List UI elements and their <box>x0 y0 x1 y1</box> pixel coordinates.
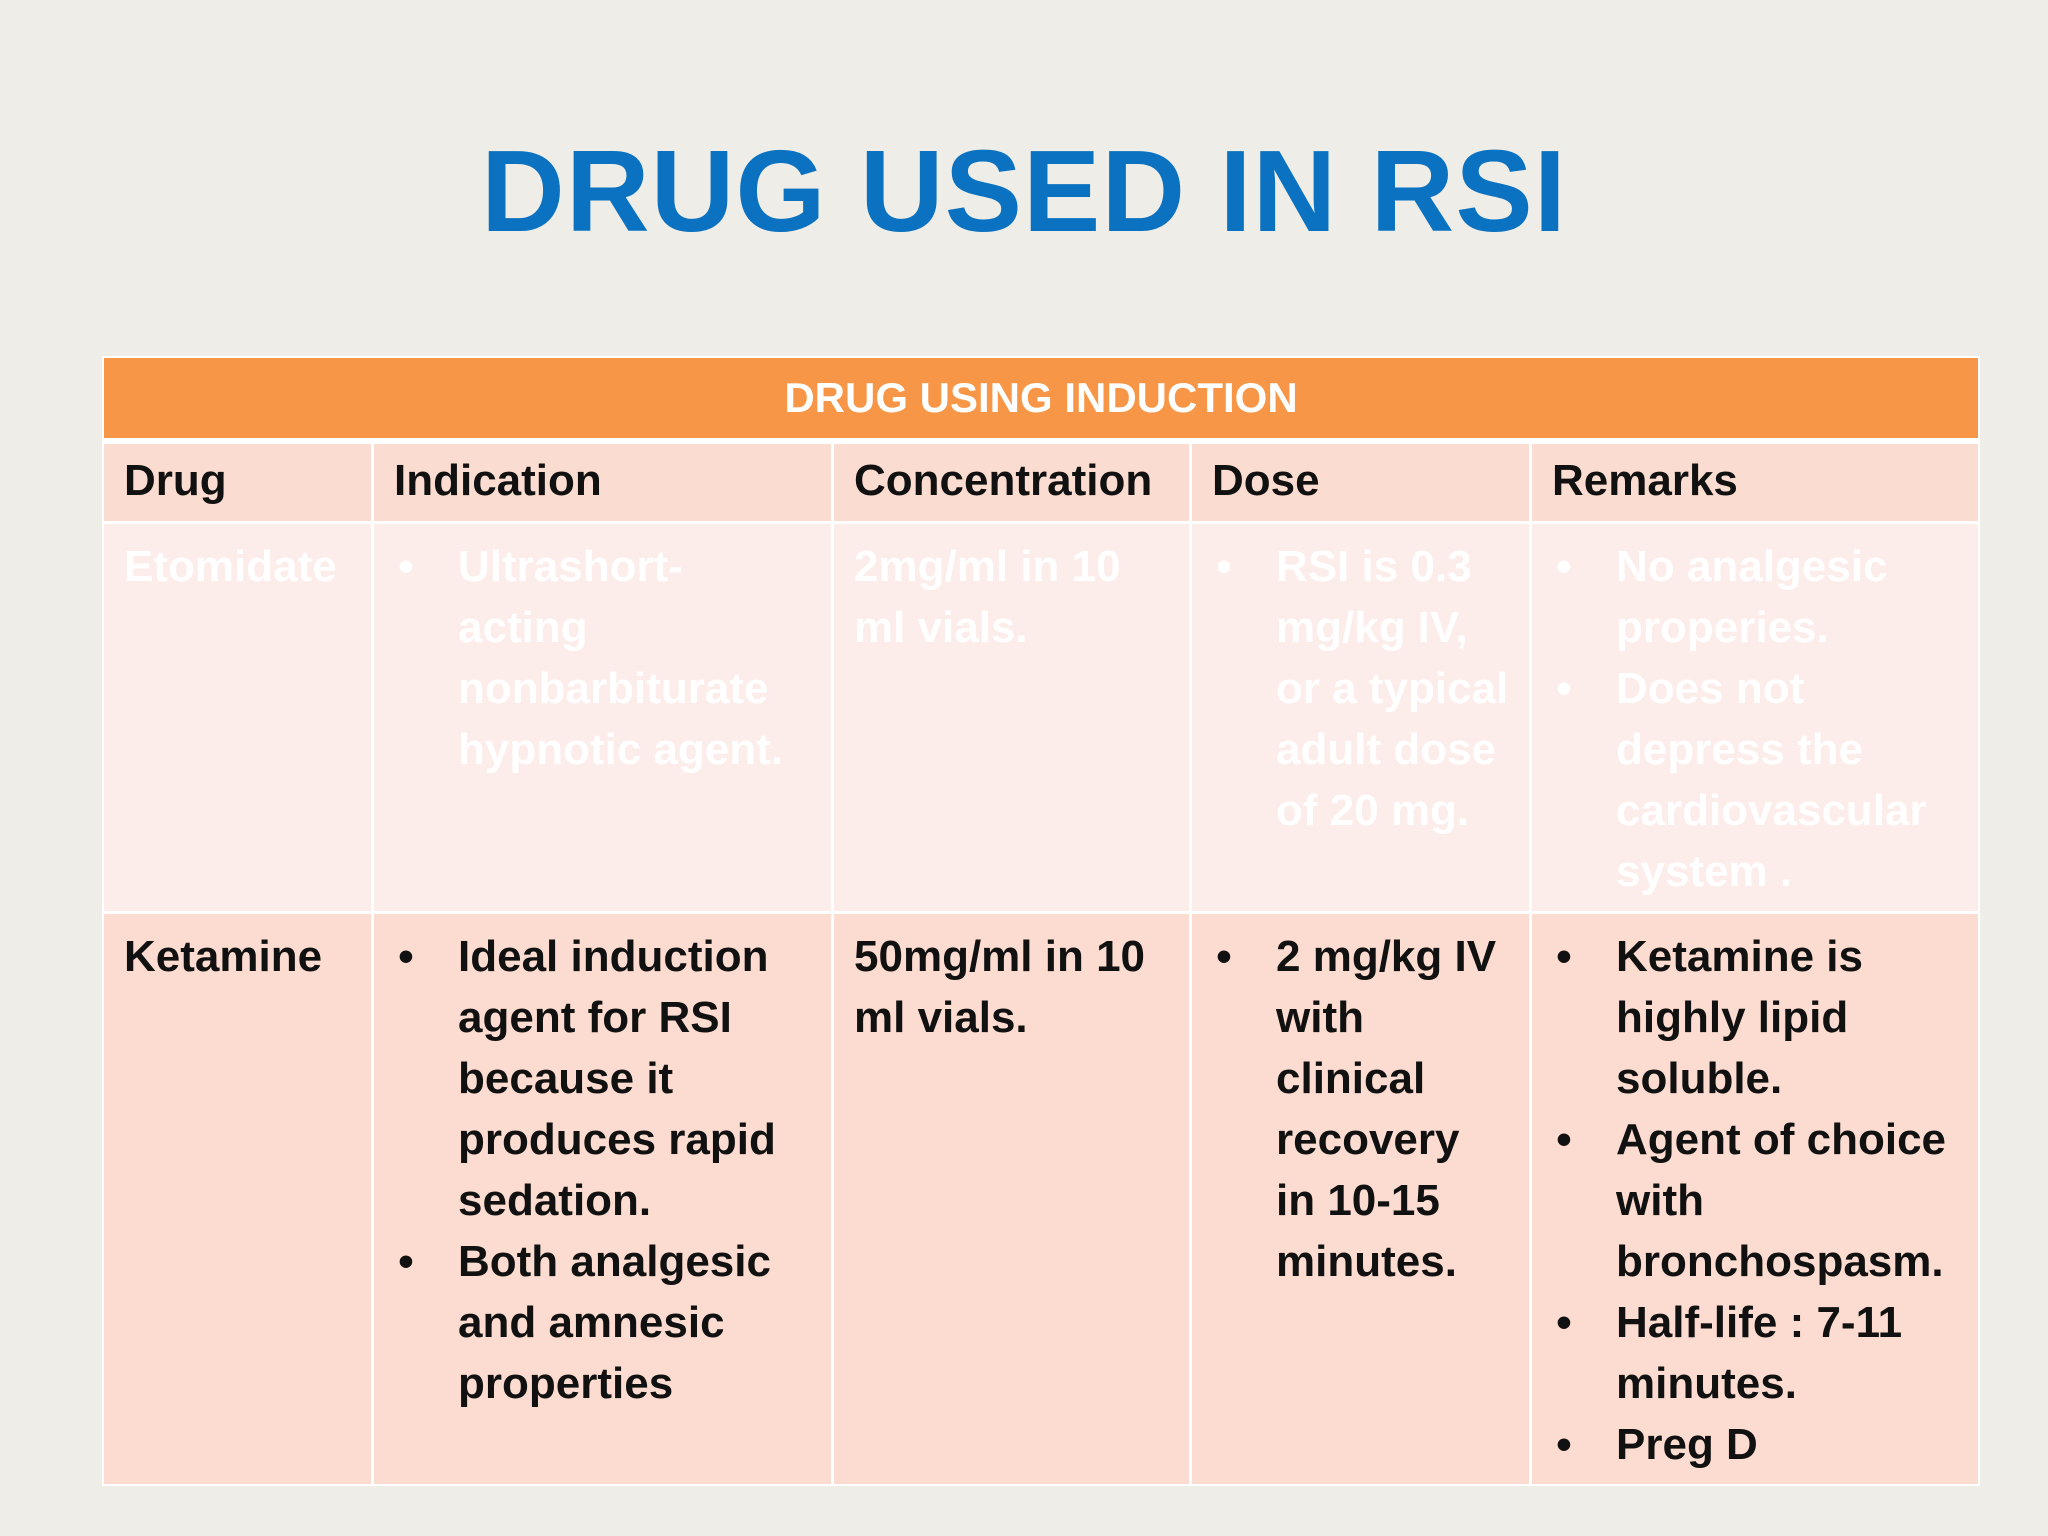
remarks-list: No analgesic properies. Does not depress… <box>1552 536 1958 902</box>
drug-name: Ketamine <box>104 914 374 1484</box>
remark-item: Half-life : 7-11 minutes. <box>1552 1292 1958 1414</box>
dose-cell: RSI is 0.3 mg/kg IV, or a typical adult … <box>1192 524 1532 914</box>
remarks-list: Ketamine is highly lipid soluble. Agent … <box>1552 926 1958 1475</box>
dose-list: 2 mg/kg IV with clinical recovery in 10-… <box>1212 926 1509 1292</box>
header-indication: Indication <box>374 444 834 524</box>
indication-item: Both analgesic and amnesic properties <box>394 1231 811 1414</box>
header-remarks: Remarks <box>1532 444 1978 524</box>
dose-cell: 2 mg/kg IV with clinical recovery in 10-… <box>1192 914 1532 1484</box>
indication-list: Ultrashort-acting nonbarbiturate hypnoti… <box>394 536 811 780</box>
table-row: Etomidate Ultrashort-acting nonbarbitura… <box>104 524 1978 914</box>
indication-list: Ideal induction agent for RSI because it… <box>394 926 811 1414</box>
table-row: Ketamine Ideal induction agent for RSI b… <box>104 914 1978 1484</box>
drug-name: Etomidate <box>104 524 374 914</box>
slide-title: DRUG USED IN RSI <box>481 126 1567 256</box>
header-concentration: Concentration <box>834 444 1192 524</box>
indication-cell: Ideal induction agent for RSI because it… <box>374 914 834 1484</box>
remark-item: No analgesic properies. <box>1552 536 1958 658</box>
remarks-cell: Ketamine is highly lipid soluble. Agent … <box>1532 914 1978 1484</box>
table-header-row: Drug Indication Concentration Dose Remar… <box>104 444 1978 524</box>
drug-table: DRUG USING INDUCTION Drug Indication Con… <box>102 356 1980 1486</box>
remark-item: Agent of choice with bronchospasm. <box>1552 1109 1958 1292</box>
indication-item: Ultrashort-acting nonbarbiturate hypnoti… <box>394 536 811 780</box>
indication-cell: Ultrashort-acting nonbarbiturate hypnoti… <box>374 524 834 914</box>
indication-item: Ideal induction agent for RSI because it… <box>394 926 811 1231</box>
remark-item: Preg D <box>1552 1414 1958 1475</box>
header-dose: Dose <box>1192 444 1532 524</box>
remark-item: Does not depress the cardiovascular syst… <box>1552 658 1958 902</box>
dose-item: 2 mg/kg IV with clinical recovery in 10-… <box>1212 926 1509 1292</box>
remark-item: Ketamine is highly lipid soluble. <box>1552 926 1958 1109</box>
table-banner: DRUG USING INDUCTION <box>104 358 1978 444</box>
remarks-cell: No analgesic properies. Does not depress… <box>1532 524 1978 914</box>
dose-list: RSI is 0.3 mg/kg IV, or a typical adult … <box>1212 536 1509 841</box>
concentration-cell: 2mg/ml in 10 ml vials. <box>834 524 1192 914</box>
dose-item: RSI is 0.3 mg/kg IV, or a typical adult … <box>1212 536 1509 841</box>
concentration-cell: 50mg/ml in 10 ml vials. <box>834 914 1192 1484</box>
header-drug: Drug <box>104 444 374 524</box>
